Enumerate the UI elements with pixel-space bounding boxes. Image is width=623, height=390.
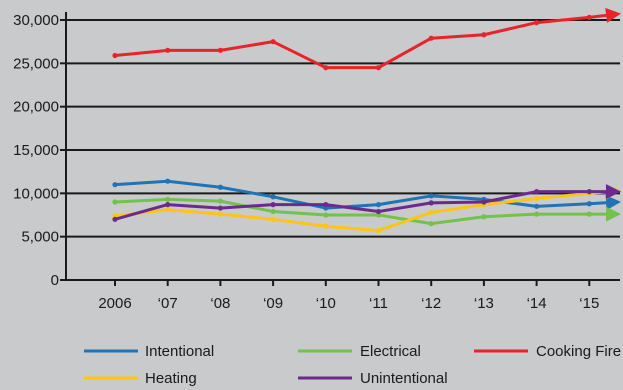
data-point (481, 214, 487, 220)
data-point (112, 216, 118, 222)
data-point (586, 14, 592, 20)
data-point (270, 208, 276, 215)
data-point (165, 47, 171, 53)
series-arrow (589, 7, 621, 23)
data-point (217, 205, 223, 211)
x-tick-label: ‘10 (316, 295, 336, 312)
x-tick-label: 2006 (98, 295, 131, 312)
series-line (114, 191, 590, 233)
x-axis-ticks: 2006 ‘07 ‘08 ‘09 ‘10 ‘11 ‘12 ‘13 ‘14 ‘15 (98, 280, 599, 312)
x-tick-label: ‘08 (210, 295, 230, 312)
x-tick-label: ‘07 (158, 295, 178, 312)
data-point (217, 198, 223, 204)
data-point (217, 184, 223, 190)
data-point (270, 202, 276, 208)
y-tick-label: 10,000 (13, 185, 59, 202)
data-point (112, 199, 118, 205)
data-point (428, 221, 434, 227)
axes (65, 12, 620, 281)
y-tick-label: 0 (51, 272, 59, 289)
legend-item: Heating (84, 370, 197, 387)
legend-item: Electrical (298, 343, 421, 360)
data-point (323, 212, 329, 218)
series-line (114, 15, 590, 70)
series-unintentional (112, 184, 621, 222)
data-point (217, 211, 223, 217)
series-lines (112, 7, 621, 234)
series-line (114, 190, 590, 221)
data-point (428, 35, 434, 41)
series-cooking-fire (112, 7, 621, 71)
data-point (375, 228, 382, 234)
data-point (323, 223, 329, 229)
legend-label: Unintentional (360, 370, 448, 387)
data-point (165, 207, 171, 213)
data-point (586, 201, 592, 207)
data-point (534, 195, 540, 202)
legend: Intentional Electrical Cooking Fire Heating… (84, 343, 621, 387)
data-point (534, 20, 540, 26)
y-tick-label: 5,000 (21, 229, 59, 246)
y-axis-ticks: 0 5,000 10,000 15,000 20,000 25,000 30,000 (13, 12, 66, 289)
data-point (375, 208, 382, 215)
data-point (112, 52, 118, 59)
data-point (481, 199, 487, 205)
data-point (375, 65, 382, 71)
data-point (270, 39, 276, 45)
series-electrical (112, 196, 621, 227)
x-tick-label: ‘11 (369, 295, 388, 312)
series-arrow (589, 195, 621, 211)
x-tick-label: ‘13 (474, 295, 494, 312)
x-tick-label: ‘12 (421, 295, 441, 312)
series-heating (112, 184, 621, 234)
data-point (270, 194, 276, 200)
x-tick-label: ‘09 (263, 295, 283, 312)
data-point (217, 47, 223, 53)
legend-item: Intentional (84, 343, 214, 360)
y-tick-label: 20,000 (13, 99, 59, 116)
data-point (481, 32, 487, 38)
data-point (165, 196, 171, 202)
legend-label: Cooking Fire (536, 343, 621, 360)
series-line (114, 197, 590, 226)
data-point (534, 189, 540, 195)
data-point (428, 209, 434, 215)
legend-label: Electrical (360, 343, 421, 360)
data-point (165, 178, 171, 184)
y-tick-label: 15,000 (13, 142, 59, 159)
data-point (323, 65, 329, 71)
data-point (165, 202, 171, 208)
data-point (586, 189, 592, 195)
legend-label: Heating (145, 370, 197, 387)
legend-item: Unintentional (298, 370, 448, 387)
data-point (112, 182, 118, 188)
data-point (586, 211, 592, 217)
y-tick-label: 30,000 (13, 12, 59, 29)
data-point (534, 211, 540, 217)
grid-lines (66, 19, 620, 238)
y-tick-label: 25,000 (13, 55, 59, 72)
data-point (428, 193, 434, 199)
legend-label: Intentional (145, 343, 214, 360)
data-point (375, 202, 382, 208)
x-tick-label: ‘14 (527, 295, 547, 312)
data-point (323, 202, 329, 208)
data-point (534, 203, 540, 209)
data-point (428, 200, 434, 206)
x-tick-label: ‘15 (579, 295, 599, 312)
legend-item: Cooking Fire (474, 343, 621, 360)
data-point (270, 216, 276, 222)
